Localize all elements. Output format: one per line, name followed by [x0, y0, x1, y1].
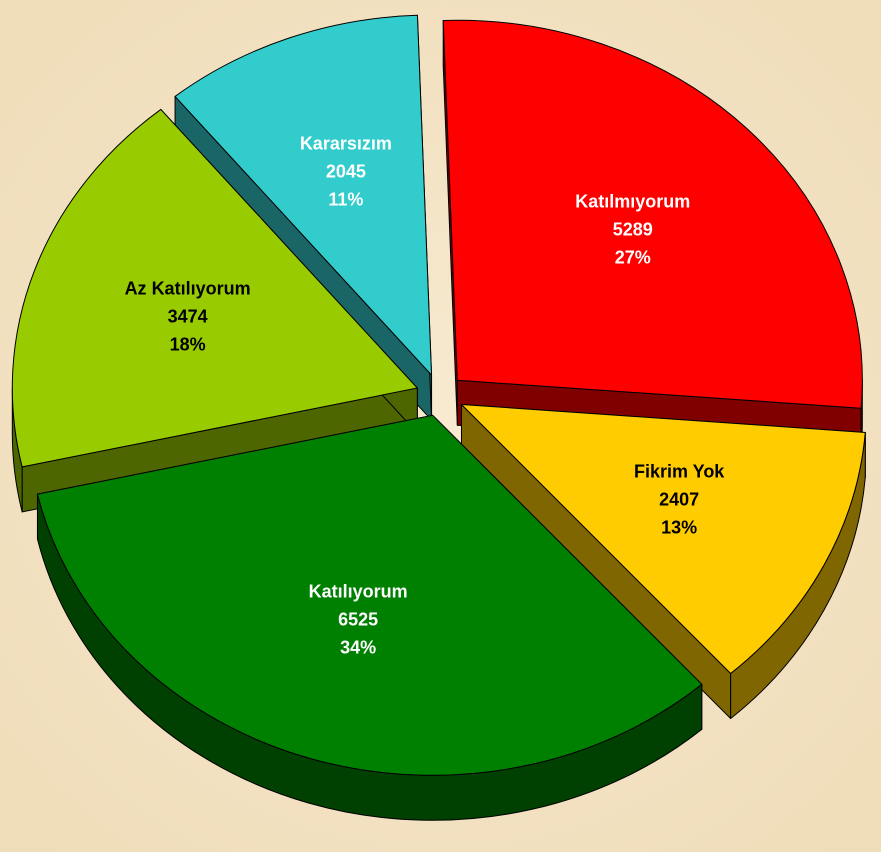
slice-percent: 13% [661, 517, 697, 537]
slice-label: Katılmıyorum [575, 192, 690, 212]
slice-percent: 27% [615, 248, 651, 268]
slice-top [174, 14, 433, 376]
slice-value: 2045 [326, 162, 366, 182]
slice-label: Az Katılıyorum [125, 278, 251, 298]
slice-percent: 11% [328, 190, 363, 210]
slice-value: 6525 [338, 610, 378, 630]
slice-label: Katılıyorum [309, 582, 408, 602]
slice-top [460, 403, 866, 674]
slice-percent: 18% [170, 334, 206, 354]
slice-value: 5289 [613, 220, 653, 240]
pie-slice [460, 403, 866, 719]
slice-percent: 34% [340, 638, 376, 658]
slice-top [442, 19, 863, 409]
slice-label: Fikrim Yok [634, 461, 725, 481]
slice-value: 2407 [659, 489, 699, 509]
slice-value: 3474 [168, 306, 208, 326]
slice-label: Kararsızım [300, 134, 392, 154]
pie-slice [36, 414, 703, 821]
slice-top [36, 414, 703, 776]
slice-top [11, 108, 418, 468]
